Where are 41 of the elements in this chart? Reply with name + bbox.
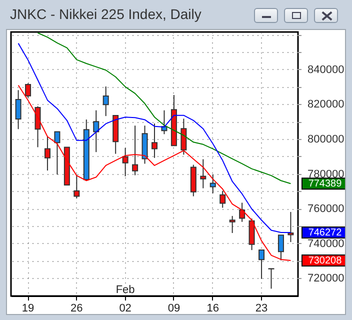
x-tick-label: 09 (168, 302, 180, 314)
candlestick (102, 86, 109, 117)
candlestick (44, 136, 50, 172)
candlestick (122, 147, 128, 177)
x-tick-label: 16 (206, 302, 219, 314)
y-tick-label: 820000 (308, 98, 344, 111)
y-tick-label: 740000 (308, 238, 344, 250)
x-tick-label: 26 (70, 302, 83, 314)
y-tick-label: 840000 (308, 64, 344, 76)
candlestick (25, 82, 32, 98)
candlestick (248, 218, 255, 251)
data-label: 730208 (308, 255, 342, 266)
chart-title: JNKC - Nikkei 225 Index, Daily (10, 6, 202, 22)
candlestick (15, 90, 22, 130)
candlestick (210, 174, 216, 194)
x-tick-label: 19 (22, 302, 34, 314)
candlestick (152, 123, 158, 158)
x-tick-label: 02 (119, 302, 132, 314)
y-tick-label: 780000 (308, 168, 344, 180)
candlestick (74, 174, 80, 199)
y-tick-label: 760000 (308, 203, 344, 216)
candlestick (220, 190, 226, 208)
candlestick (54, 131, 60, 176)
candlestick (278, 234, 284, 261)
candlestick (180, 118, 187, 156)
candlestick (268, 268, 274, 290)
annotation: Feb (116, 284, 135, 296)
y-tick-label: 800000 (308, 134, 344, 146)
candlestick (200, 158, 206, 189)
candlestick (229, 215, 236, 234)
data-label: 746272 (308, 228, 342, 239)
y-tick-label: 720000 (308, 272, 344, 285)
x-tick-label: 23 (255, 302, 268, 314)
candlestick (93, 110, 100, 153)
line-series (18, 84, 292, 261)
candlestick (34, 106, 41, 148)
candlestick (132, 125, 138, 176)
candlestick (239, 202, 246, 222)
line-series (37, 32, 292, 184)
candlestick (258, 250, 265, 280)
data-label: 774389 (308, 178, 342, 190)
